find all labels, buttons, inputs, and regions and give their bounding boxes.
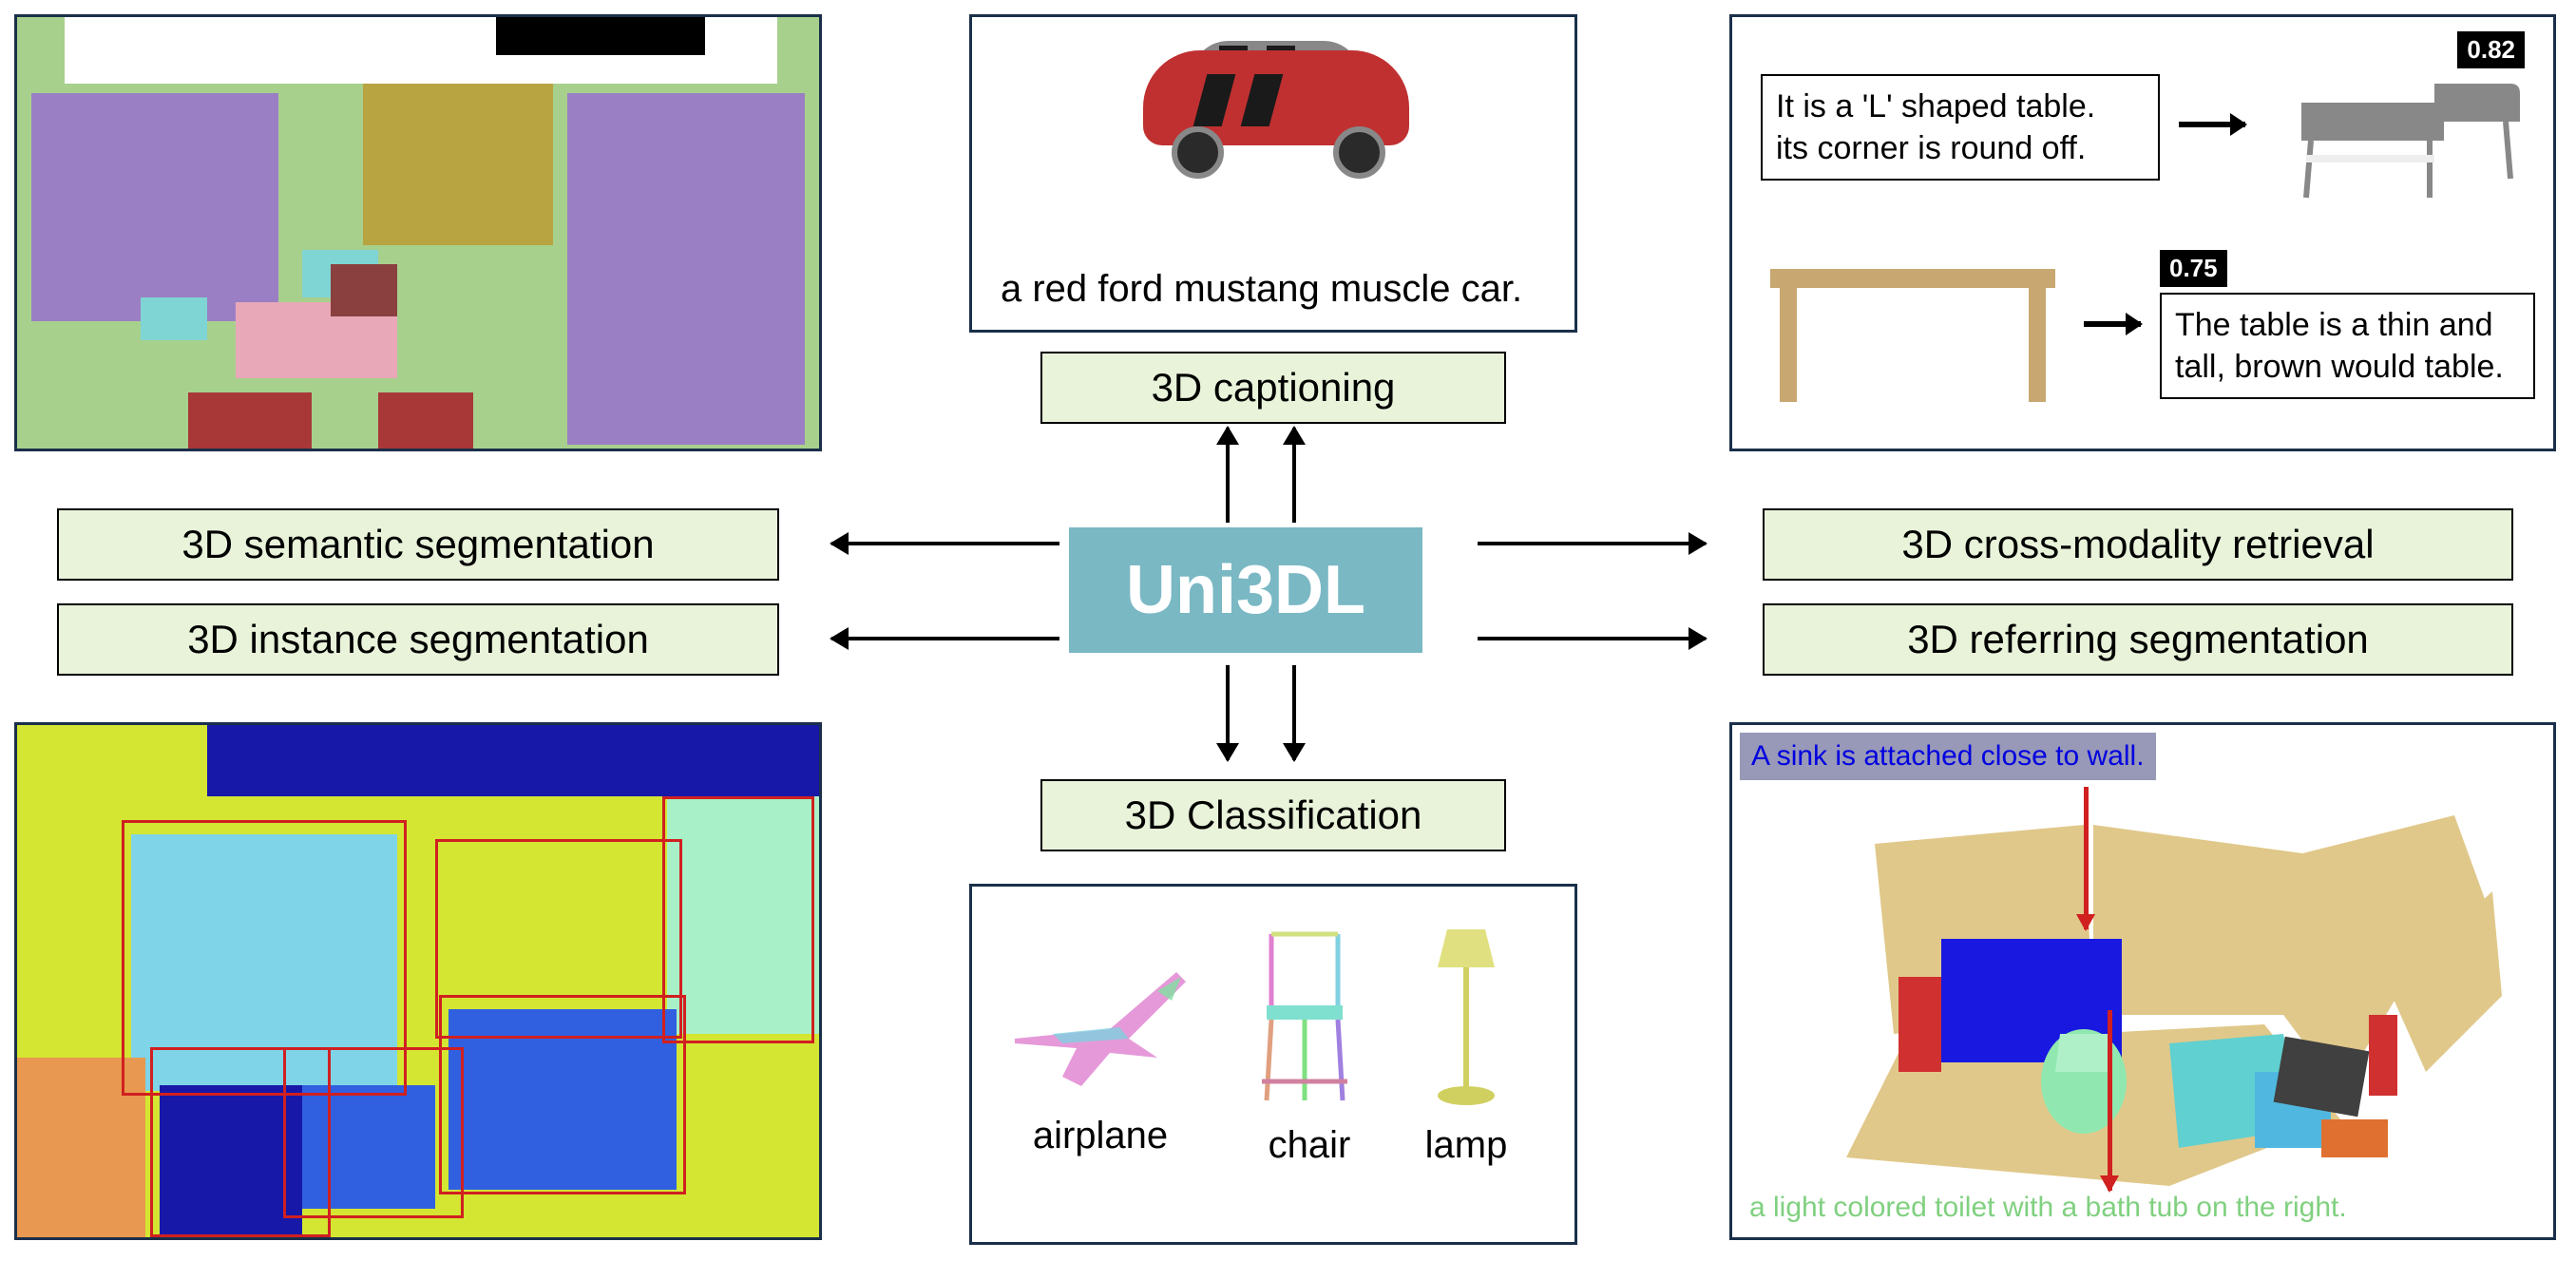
ret-cap2-line1: The table is a thin and [2175,304,2520,346]
classification-label: 3D Classification [1040,779,1506,851]
ref-caption-top: A sink is attached close to wall. [1740,733,2156,780]
cls-lamp: lamp [1419,915,1514,1167]
referring-text: 3D referring segmentation [1907,617,2369,661]
car-wheel-front [1172,126,1224,179]
cls-lamp-label: lamp [1419,1124,1514,1167]
referring-panel: A sink is attached close to wall. a ligh… [1729,722,2556,1240]
classification-panel: airplane chair lamp [969,884,1577,1245]
ref-arrow-toilet [2108,1010,2112,1191]
classification-text: 3D Classification [1125,793,1422,837]
arrow-to-classification-2 [1292,665,1296,760]
inst-bbox-3 [439,995,686,1194]
ret-arrow-2 [2084,321,2141,327]
inst-navy-top [207,725,822,796]
semantic-seg-panel [14,14,822,451]
arrow-to-captioning-2 [1292,428,1296,523]
arrow-to-instance [831,637,1059,640]
sem-red-region-1 [188,392,312,451]
referring-label: 3D referring segmentation [1763,603,2513,676]
captioning-panel: a red ford mustang muscle car. [969,14,1577,333]
ret-arrow-1 [2179,122,2245,127]
cls-airplane: airplane [986,944,1214,1157]
cls-chair: chair [1248,915,1371,1167]
ret-score-1: 0.82 [2457,31,2525,68]
ret-caption-1: It is a 'L' shaped table. its corner is … [1761,74,2160,181]
arrow-to-referring [1478,637,1706,640]
center-title: Uni3DL [1126,552,1365,628]
inst-bbox-5 [283,1047,464,1218]
ret-cap1-line1: It is a 'L' shaped table. [1776,86,2145,127]
semantic-seg-text: 3D semantic segmentation [181,522,654,566]
retrieval-text: 3D cross-modality retrieval [1901,522,2374,566]
instance-seg-text: 3D instance segmentation [187,617,649,661]
chair-icon [1248,915,1371,1115]
ret-caption-2: The table is a thin and tall, brown woul… [2160,293,2535,399]
captioning-text: 3D captioning [1152,365,1396,410]
room-scene [1770,777,2521,1195]
sem-cyan-region-2 [141,297,207,340]
sem-black-region [496,17,705,55]
l-table-icon [2263,65,2529,217]
ret-cap2-line2: tall, brown would table. [2175,346,2520,388]
sem-red-region-2 [378,392,473,451]
ret-cap1-line2: its corner is round off. [1776,127,2145,169]
arrow-to-classification-1 [1226,665,1230,760]
airplane-icon [986,944,1214,1105]
ret-score-2: 0.75 [2160,250,2227,287]
instance-seg-label: 3D instance segmentation [57,603,779,676]
sem-purple-left [31,93,278,321]
arrow-to-retrieval [1478,542,1706,545]
car-wheel-rear [1333,126,1385,179]
inst-bbox-6 [662,796,814,1043]
caption-text: a red ford mustang muscle car. [1001,268,1522,311]
cls-airplane-label: airplane [986,1115,1214,1157]
retrieval-panel: It is a 'L' shaped table. its corner is … [1729,14,2556,451]
sem-brown-region [331,264,397,316]
retrieval-label: 3D cross-modality retrieval [1763,508,2513,581]
center-title-box: Uni3DL [1069,527,1422,653]
ref-arrow-sink [2084,787,2089,929]
arrow-to-captioning-1 [1226,428,1230,523]
simple-table-icon [1756,250,2070,411]
sem-purple-right [567,93,805,445]
captioning-label: 3D captioning [1040,352,1506,424]
ref-caption-bottom: a light colored toilet with a bath tub o… [1740,1186,2357,1230]
semantic-seg-label: 3D semantic segmentation [57,508,779,581]
sem-olive-region [363,84,553,245]
lamp-icon [1419,915,1514,1115]
arrow-to-semantic [831,542,1059,545]
instance-seg-panel [14,722,822,1240]
cls-chair-label: chair [1248,1124,1371,1167]
